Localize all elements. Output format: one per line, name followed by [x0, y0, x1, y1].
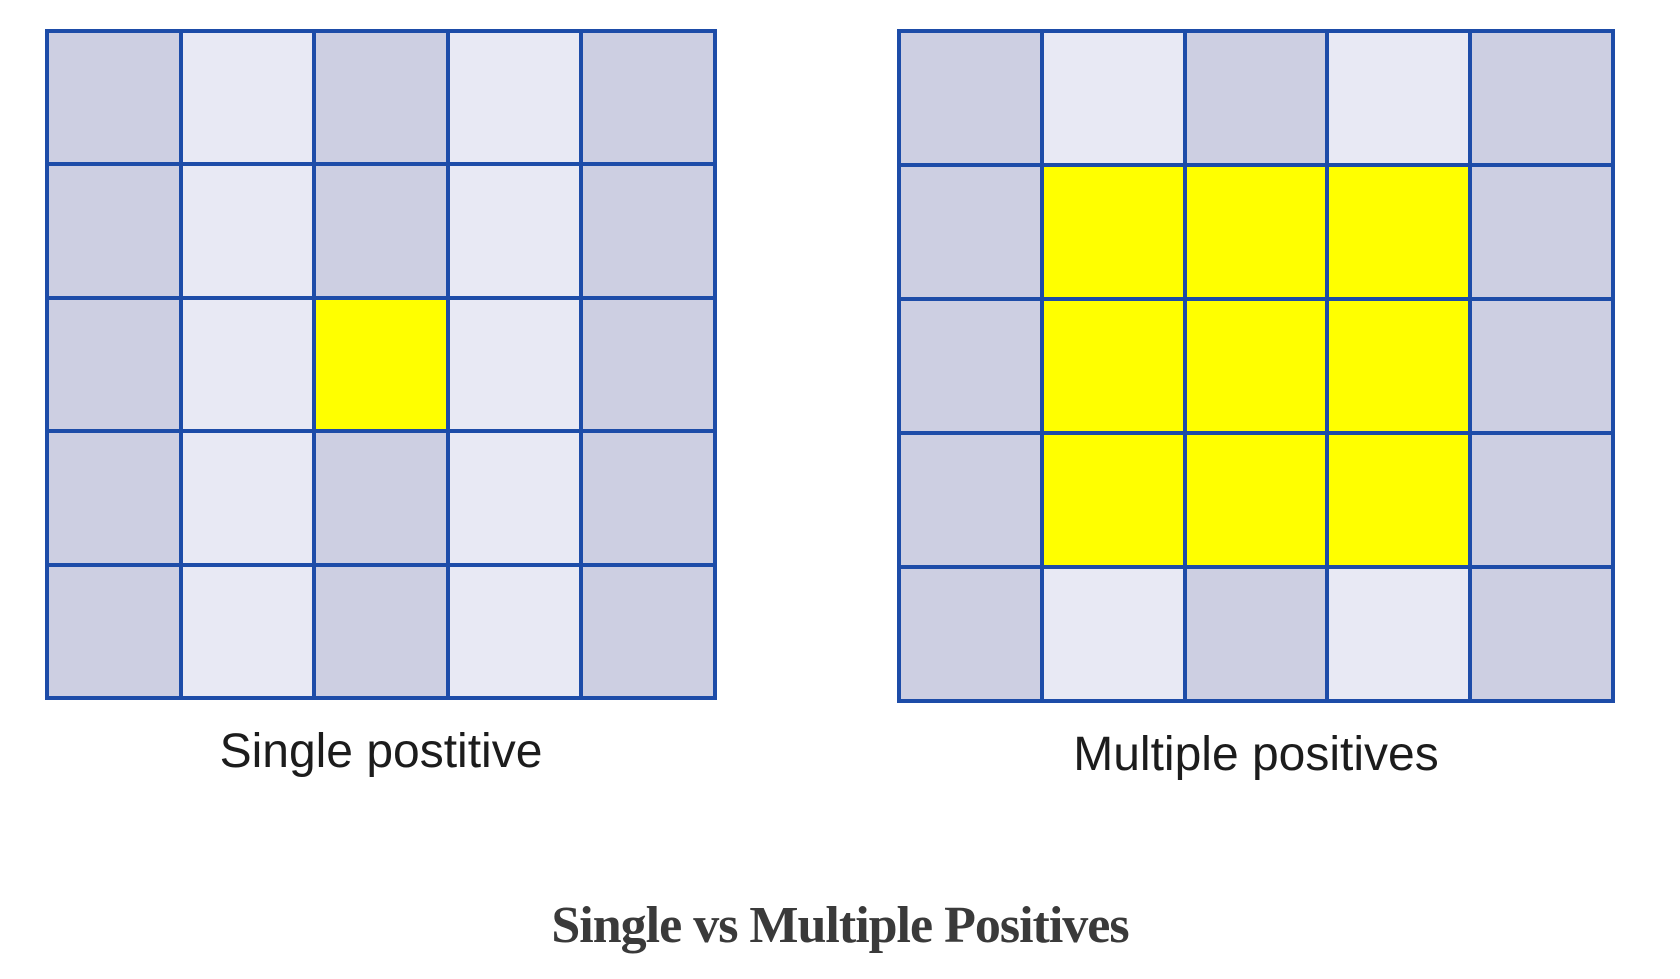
positive-cell: [1186, 301, 1326, 431]
grid-cell: [182, 566, 313, 696]
grid-cell: [49, 433, 179, 563]
grid-cell: [583, 33, 713, 163]
grid-cell: [1472, 167, 1611, 297]
grid-cell: [49, 33, 179, 163]
grid-cell: [1472, 569, 1611, 699]
positive-cell: [1043, 301, 1183, 431]
positive-cell: [1043, 167, 1183, 297]
grid-cell: [449, 299, 580, 430]
grid-cell: [1043, 33, 1183, 163]
grid-cell: [316, 33, 446, 163]
positive-cell: [316, 299, 446, 430]
single-positive-panel: Single postitive: [45, 29, 717, 779]
grid-cell: [182, 166, 313, 296]
grid-cell: [449, 566, 580, 696]
grid-cell: [49, 566, 179, 696]
grid-cell: [1043, 569, 1183, 699]
single-positive-grid: [45, 29, 717, 700]
grid-cell: [583, 166, 713, 296]
grid-cell: [901, 569, 1040, 699]
grid-cell: [583, 433, 713, 563]
grid-cell: [316, 566, 446, 696]
grid-cell: [583, 299, 713, 430]
grid-cell: [1186, 569, 1326, 699]
grid-cell: [901, 435, 1040, 565]
grid-cell: [583, 566, 713, 696]
positive-cell: [1329, 167, 1469, 297]
multiple-positives-panel: Multiple positives: [897, 29, 1615, 782]
grid-cell: [901, 301, 1040, 431]
figure-caption: Single vs Multiple Positives: [551, 897, 1129, 954]
grid-cell: [49, 299, 179, 430]
grid-cell: [1329, 569, 1469, 699]
grid-cell: [449, 166, 580, 296]
grid-cell: [182, 33, 313, 163]
positive-cell: [1186, 167, 1326, 297]
grid-cell: [49, 166, 179, 296]
grid-cell: [449, 33, 580, 163]
positive-cell: [1329, 435, 1469, 565]
multiple-positives-grid: [897, 29, 1615, 703]
grid-cell: [182, 299, 313, 430]
grid-cell: [316, 166, 446, 296]
grid-cell: [901, 33, 1040, 163]
grid-cell: [1472, 301, 1611, 431]
grid-cell: [182, 433, 313, 563]
single-positive-label: Single postitive: [219, 725, 543, 778]
grid-cell: [1186, 33, 1326, 163]
grid-cell: [1472, 33, 1611, 163]
grid-cell: [449, 433, 580, 563]
grid-cell: [1329, 33, 1469, 163]
positive-cell: [1329, 301, 1469, 431]
positive-cell: [1186, 435, 1326, 565]
grid-cell: [316, 433, 446, 563]
grid-cell: [901, 167, 1040, 297]
positive-cell: [1043, 435, 1183, 565]
grid-cell: [1472, 435, 1611, 565]
multiple-positives-label: Multiple positives: [1073, 728, 1439, 781]
